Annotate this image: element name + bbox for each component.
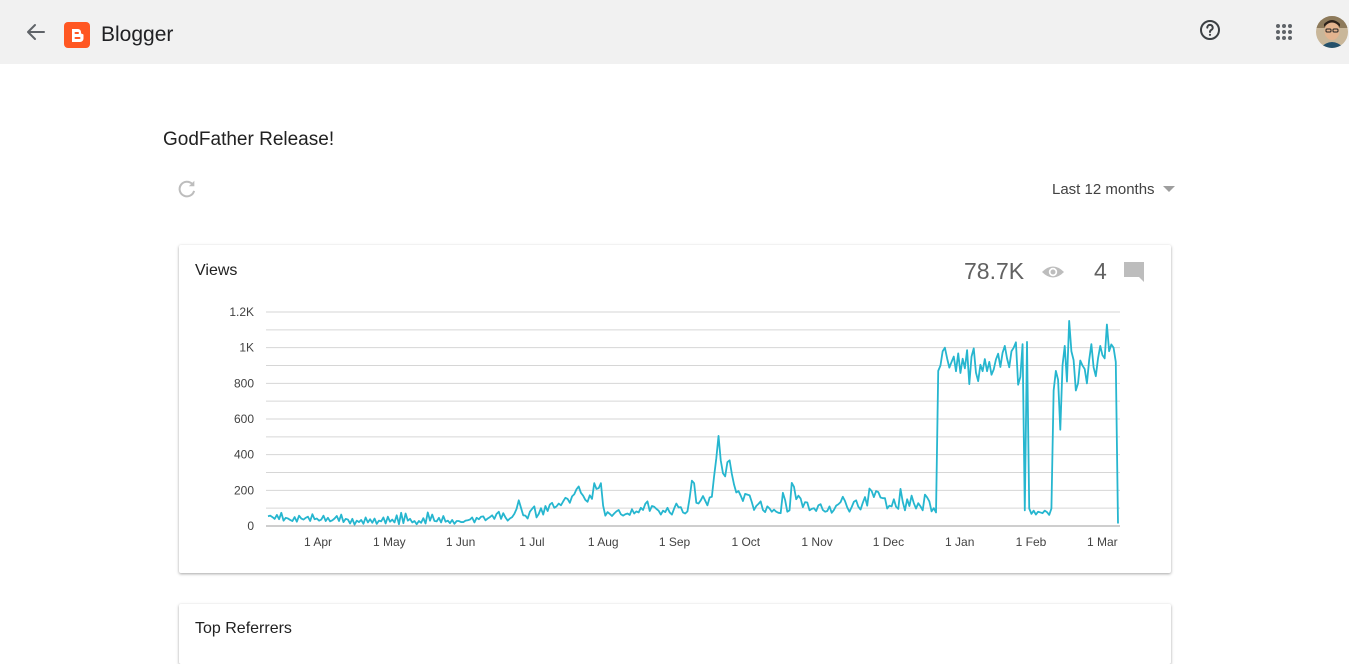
x-tick-label: 1 Aug	[588, 535, 619, 549]
help-icon	[1200, 20, 1220, 40]
x-tick-label: 1 Feb	[1016, 535, 1047, 549]
refresh-button[interactable]	[176, 178, 198, 200]
top-referrers-card: Top Referrers	[179, 604, 1171, 664]
y-tick-label: 0	[247, 519, 254, 533]
back-button[interactable]	[22, 20, 50, 44]
app-name: Blogger	[101, 23, 174, 46]
help-button[interactable]	[1198, 18, 1222, 42]
comment-icon[interactable]	[1123, 261, 1145, 283]
x-tick-label: 1 May	[373, 535, 406, 549]
account-avatar[interactable]	[1316, 16, 1348, 48]
y-tick-label: 600	[234, 412, 254, 426]
apps-icon	[1276, 24, 1292, 40]
top-app-bar: Blogger	[0, 0, 1349, 64]
y-tick-label: 200	[234, 483, 254, 497]
y-tick-label: 1.2K	[229, 305, 254, 319]
total-views-count: 78.7K	[964, 258, 1025, 284]
views-series-line	[267, 320, 1119, 526]
x-tick-label: 1 Nov	[801, 535, 832, 549]
x-tick-label: 1 Jan	[945, 535, 974, 549]
date-range-label: Last 12 months	[1052, 180, 1155, 198]
blog-title: GodFather Release!	[163, 129, 335, 150]
x-tick-label: 1 Sep	[659, 535, 691, 549]
x-tick-label: 1 Dec	[873, 535, 904, 549]
views-card: Views 78.7K 4 0 200 400 600 800 1K 1.2K 1 Apr 1 …	[179, 245, 1171, 573]
date-range-dropdown[interactable]: Last 12 months	[1052, 179, 1175, 199]
x-tick-label: 1 Apr	[304, 535, 332, 549]
avatar-image	[1316, 16, 1348, 48]
top-referrers-title: Top Referrers	[195, 620, 292, 637]
y-tick-label: 800	[234, 376, 254, 390]
refresh-icon	[178, 180, 196, 198]
eye-icon	[1042, 266, 1064, 278]
views-line-chart: 0 200 400 600 800 1K 1.2K 1 Apr 1 May 1 Jun 1 Jul 1…	[229, 305, 1120, 549]
x-tick-label: 1 Mar	[1087, 535, 1118, 549]
y-tick-label: 1K	[239, 341, 254, 355]
x-tick-label: 1 Oct	[731, 535, 760, 549]
arrow-back-icon	[27, 24, 45, 40]
x-tick-label: 1 Jun	[446, 535, 475, 549]
blogger-logo-icon[interactable]	[64, 22, 90, 48]
dropdown-caret-icon	[1162, 186, 1175, 192]
views-card-title: Views	[195, 262, 238, 279]
total-comments-count: 4	[1094, 258, 1107, 284]
x-tick-label: 1 Jul	[519, 535, 544, 549]
google-apps-button[interactable]	[1272, 20, 1296, 44]
y-tick-label: 400	[234, 448, 254, 462]
